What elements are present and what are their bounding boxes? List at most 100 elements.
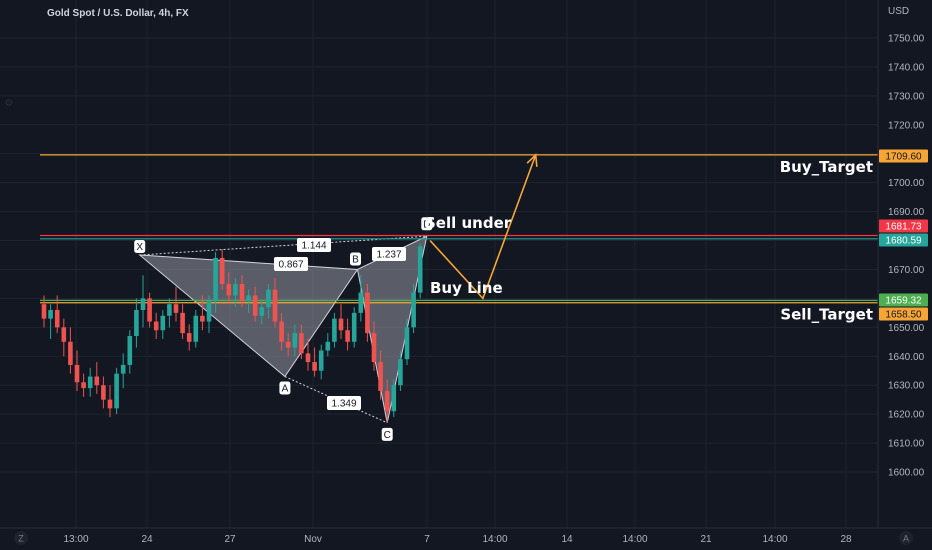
- candle: [325, 333, 331, 357]
- candle: [140, 275, 146, 328]
- ratio-badge: 0.867: [274, 257, 308, 271]
- ratio-value: 1.144: [301, 241, 326, 252]
- candle: [41, 295, 47, 328]
- pattern-point-d: D: [421, 217, 433, 231]
- price-tag-bg: [879, 149, 928, 163]
- x-tick-label: 14:00: [622, 534, 647, 545]
- candlesticks: [41, 243, 423, 423]
- x-tick-label: 13:00: [63, 534, 88, 545]
- price-tag: 1681.73: [885, 222, 922, 233]
- auto-scale-button[interactable]: A: [899, 531, 913, 545]
- candle-body: [279, 321, 284, 342]
- candle-body: [417, 246, 423, 293]
- candle: [107, 385, 113, 418]
- candle: [285, 333, 291, 357]
- price-tag: 1680.59: [885, 236, 922, 247]
- candle-body: [226, 283, 232, 296]
- candle: [160, 309, 166, 339]
- candle: [279, 312, 284, 351]
- candle: [134, 298, 139, 348]
- candle-body: [404, 327, 410, 360]
- candle-body: [107, 399, 113, 409]
- candle: [252, 286, 258, 322]
- candle: [186, 324, 192, 351]
- price-level-tags: 1709.60 1681.73 1680.59 1659.32 1658.50: [879, 149, 928, 321]
- candle: [351, 307, 357, 348]
- annotation-text: Buy Line: [430, 279, 503, 297]
- candle: [239, 275, 245, 308]
- pattern-labels: X A B C D 1.144 0.867 1.237 1.349: [134, 217, 433, 441]
- price-axis-panel[interactable]: [878, 0, 932, 528]
- y-tick-label: 1740.00: [888, 62, 925, 73]
- zoom-reset-button[interactable]: Z: [14, 531, 28, 545]
- candle: [318, 344, 324, 380]
- candle-body: [351, 312, 357, 342]
- candle: [101, 376, 106, 409]
- ratio-badge-bg: [372, 247, 406, 261]
- time-axis-panel[interactable]: [0, 528, 932, 550]
- candle-body: [114, 373, 119, 409]
- candle-body: [365, 292, 370, 334]
- level-label: Buy_Target: [780, 158, 873, 176]
- price-tag-bg: [879, 219, 928, 233]
- ratio-value: 1.349: [331, 399, 356, 410]
- candle: [147, 292, 152, 328]
- chart-title: Gold Spot / U.S. Dollar, 4h, FX: [47, 8, 189, 19]
- y-tick-label: 1670.00: [888, 265, 925, 276]
- ratio-badge: 1.144: [297, 238, 331, 252]
- candle-body: [54, 309, 60, 328]
- y-tick-label: 1690.00: [888, 207, 925, 218]
- candle-body: [325, 341, 331, 351]
- price-tag-bg: [879, 293, 928, 307]
- candle-body: [167, 304, 172, 316]
- price-tag-bg: [879, 307, 928, 321]
- projection-path[interactable]: [429, 153, 538, 300]
- candle-body: [134, 309, 139, 337]
- annotation-text: Sell under: [425, 214, 512, 232]
- candle: [127, 330, 133, 374]
- point-badge: [421, 217, 433, 231]
- candle-body: [87, 376, 93, 389]
- candle: [365, 283, 370, 342]
- candle-body: [213, 257, 218, 302]
- x-tick-label: 28: [840, 534, 852, 545]
- candle-body: [345, 330, 350, 342]
- candle: [299, 324, 304, 360]
- candle: [404, 318, 410, 365]
- horizontal-levels[interactable]: [40, 154, 878, 304]
- candle: [54, 295, 60, 334]
- candle-body: [252, 295, 258, 316]
- projection-line[interactable]: [429, 154, 537, 300]
- point-label: D: [423, 219, 430, 230]
- x-tick-label: 24: [141, 534, 153, 545]
- candle-body: [81, 382, 86, 389]
- gear-icon: ⚙: [5, 98, 14, 109]
- candle-body: [193, 315, 199, 342]
- candle: [338, 304, 344, 339]
- candle-body: [292, 333, 298, 348]
- y-tick-label: 1600.00: [888, 468, 925, 479]
- candle: [114, 367, 119, 415]
- point-badge: [134, 240, 146, 253]
- candle-body: [74, 364, 80, 383]
- candle-body: [94, 376, 100, 386]
- candle: [200, 295, 205, 331]
- ratio-badge: 1.237: [372, 247, 406, 261]
- candle-body: [173, 304, 179, 313]
- y-tick-label: 1720.00: [888, 120, 925, 131]
- candle: [345, 318, 350, 351]
- pattern-point-x: X: [134, 240, 146, 253]
- arrow-head-icon: [526, 153, 538, 167]
- candle-body: [391, 385, 397, 412]
- chart-settings-button[interactable]: ⚙: [5, 98, 14, 109]
- point-label: X: [136, 242, 143, 253]
- candle-body: [411, 292, 416, 328]
- candle-body: [312, 362, 317, 371]
- candle-body: [219, 257, 225, 284]
- candle-body: [127, 336, 133, 365]
- candle: [120, 353, 126, 389]
- price-tag: 1658.50: [885, 310, 922, 321]
- point-label: B: [352, 255, 359, 266]
- point-badge: [350, 252, 361, 266]
